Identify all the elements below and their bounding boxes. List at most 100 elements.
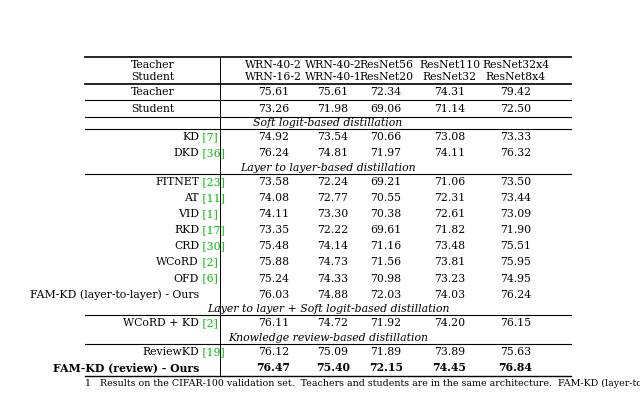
Text: Teacher: Teacher (131, 60, 174, 70)
Text: KD: KD (182, 132, 199, 142)
Text: 73.08: 73.08 (434, 132, 465, 142)
Text: 74.31: 74.31 (434, 87, 465, 98)
Text: 71.92: 71.92 (371, 318, 401, 328)
Text: [7]: [7] (199, 132, 218, 142)
Text: 76.84: 76.84 (499, 362, 532, 374)
Text: 73.26: 73.26 (258, 104, 289, 114)
Text: 76.03: 76.03 (258, 290, 289, 300)
Text: Soft logit-based distillation: Soft logit-based distillation (253, 118, 403, 128)
Text: 1   Results on the CIFAR-100 validation set.  Teachers and students are in the s: 1 Results on the CIFAR-100 validation se… (85, 379, 640, 388)
Text: 72.03: 72.03 (371, 290, 402, 300)
Text: CRD: CRD (174, 241, 199, 251)
Text: 70.98: 70.98 (371, 274, 401, 284)
Text: 73.50: 73.50 (500, 177, 531, 187)
Text: 74.03: 74.03 (434, 290, 465, 300)
Text: 72.24: 72.24 (317, 177, 349, 187)
Text: 71.90: 71.90 (500, 225, 531, 235)
Text: WRN-40-2: WRN-40-2 (245, 60, 302, 70)
Text: 69.61: 69.61 (371, 225, 402, 235)
Text: 70.55: 70.55 (371, 193, 401, 203)
Text: Layer to layer-based distillation: Layer to layer-based distillation (240, 162, 416, 172)
Text: ResNet56: ResNet56 (359, 60, 413, 70)
Text: 73.89: 73.89 (434, 347, 465, 357)
Text: 75.51: 75.51 (500, 241, 531, 251)
Text: 72.34: 72.34 (371, 87, 401, 98)
Text: 75.48: 75.48 (258, 241, 289, 251)
Text: 71.06: 71.06 (434, 177, 465, 187)
Text: 71.16: 71.16 (371, 241, 402, 251)
Text: VID: VID (178, 209, 199, 219)
Text: 74.92: 74.92 (258, 132, 289, 142)
Text: 71.98: 71.98 (317, 104, 349, 114)
Text: 71.56: 71.56 (371, 258, 401, 268)
Text: [30]: [30] (199, 241, 225, 251)
Text: 73.81: 73.81 (434, 258, 465, 268)
Text: 69.21: 69.21 (371, 177, 402, 187)
Text: 74.11: 74.11 (258, 209, 289, 219)
Text: 73.33: 73.33 (500, 132, 531, 142)
Text: 74.11: 74.11 (434, 148, 465, 158)
Text: 74.14: 74.14 (317, 241, 348, 251)
Text: WCoRD + KD: WCoRD + KD (123, 318, 199, 328)
Text: DKD: DKD (173, 148, 199, 158)
Text: 70.66: 70.66 (371, 132, 402, 142)
Text: 73.54: 73.54 (317, 132, 348, 142)
Text: 76.47: 76.47 (257, 362, 291, 374)
Text: 72.15: 72.15 (369, 362, 403, 374)
Text: 72.61: 72.61 (434, 209, 465, 219)
Text: 71.14: 71.14 (434, 104, 465, 114)
Text: Student: Student (131, 104, 174, 114)
Text: AT: AT (184, 193, 199, 203)
Text: 73.35: 73.35 (258, 225, 289, 235)
Text: 76.12: 76.12 (258, 347, 289, 357)
Text: FITNET: FITNET (155, 177, 199, 187)
Text: 75.24: 75.24 (258, 274, 289, 284)
Text: 75.63: 75.63 (500, 347, 531, 357)
Text: WRN-40-1: WRN-40-1 (305, 72, 362, 82)
Text: 74.73: 74.73 (317, 258, 348, 268)
Text: 76.32: 76.32 (500, 148, 531, 158)
Text: 73.48: 73.48 (434, 241, 465, 251)
Text: [36]: [36] (199, 148, 225, 158)
Text: ResNet32: ResNet32 (422, 72, 477, 82)
Text: 75.09: 75.09 (317, 347, 348, 357)
Text: 73.09: 73.09 (500, 209, 531, 219)
Text: 73.44: 73.44 (500, 193, 531, 203)
Text: 75.95: 75.95 (500, 258, 531, 268)
Text: 75.88: 75.88 (258, 258, 289, 268)
Text: RKD: RKD (174, 225, 199, 235)
Text: WRN-16-2: WRN-16-2 (245, 72, 302, 82)
Text: 74.20: 74.20 (434, 318, 465, 328)
Text: Teacher: Teacher (131, 87, 174, 98)
Text: ResNet8x4: ResNet8x4 (485, 72, 545, 82)
Text: [1]: [1] (199, 209, 218, 219)
Text: FAM-KD (layer-to-layer) - Ours: FAM-KD (layer-to-layer) - Ours (30, 289, 199, 300)
Text: [23]: [23] (199, 177, 225, 187)
Text: 72.50: 72.50 (500, 104, 531, 114)
Text: 76.24: 76.24 (500, 290, 531, 300)
Text: Knowledge review-based distillation: Knowledge review-based distillation (228, 332, 428, 343)
Text: [19]: [19] (199, 347, 225, 357)
Text: 74.45: 74.45 (433, 362, 467, 374)
Text: OFD: OFD (173, 274, 199, 284)
Text: [11]: [11] (199, 193, 225, 203)
Text: 72.77: 72.77 (317, 193, 348, 203)
Text: 71.89: 71.89 (371, 347, 401, 357)
Text: [2]: [2] (199, 318, 218, 328)
Text: 74.33: 74.33 (317, 274, 349, 284)
Text: ResNet32x4: ResNet32x4 (482, 60, 549, 70)
Text: Layer to layer + Soft logit-based distillation: Layer to layer + Soft logit-based distil… (207, 304, 449, 314)
Text: 74.08: 74.08 (258, 193, 289, 203)
Text: 74.95: 74.95 (500, 274, 531, 284)
Text: 79.42: 79.42 (500, 87, 531, 98)
Text: 76.15: 76.15 (500, 318, 531, 328)
Text: ResNet20: ResNet20 (359, 72, 413, 82)
Text: 71.82: 71.82 (434, 225, 465, 235)
Text: 72.22: 72.22 (317, 225, 349, 235)
Text: ResNet110: ResNet110 (419, 60, 480, 70)
Text: ReviewKD: ReviewKD (142, 347, 199, 357)
Text: 70.38: 70.38 (371, 209, 402, 219)
Text: 73.58: 73.58 (258, 177, 289, 187)
Text: 76.11: 76.11 (258, 318, 289, 328)
Text: 73.30: 73.30 (317, 209, 349, 219)
